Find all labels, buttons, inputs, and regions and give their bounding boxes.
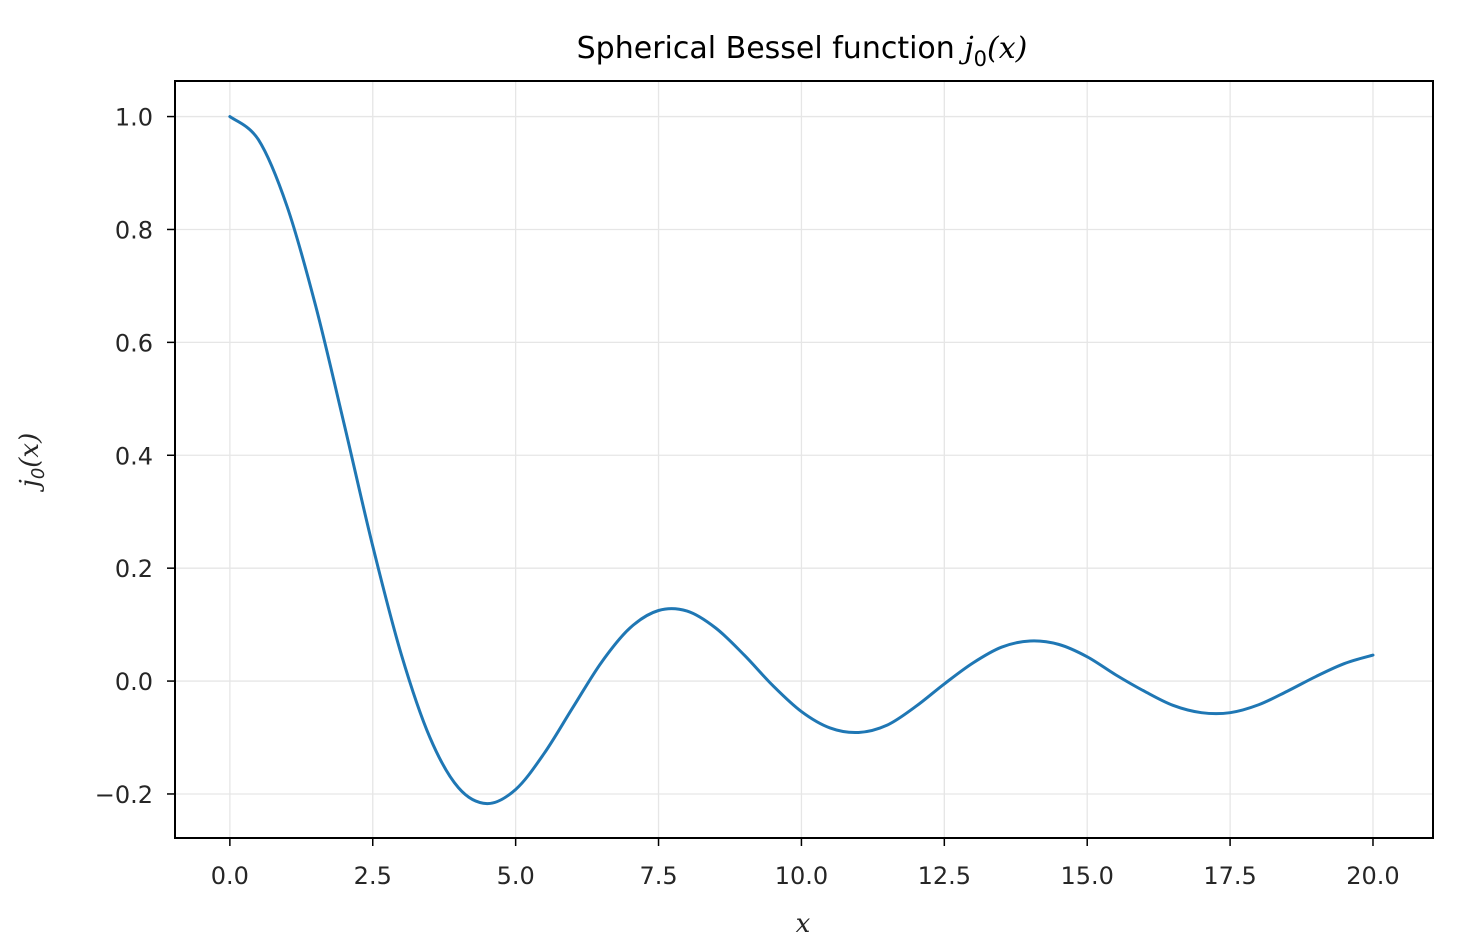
x-axis: 0.0 2.5 5.0 7.5 10.0 12.5 15.0 17.5 20.0 bbox=[211, 838, 1400, 890]
y-tick-label: 1.0 bbox=[115, 104, 153, 132]
y-tick-label: 0.8 bbox=[115, 216, 153, 244]
plot-frame bbox=[174, 80, 1434, 839]
x-tick-label: 12.5 bbox=[918, 862, 971, 890]
x-tick-label: 5.0 bbox=[497, 862, 535, 890]
x-tick-label: 7.5 bbox=[639, 862, 677, 890]
y-axis-label: j0(x) bbox=[15, 433, 49, 492]
y-tick-label: 0.2 bbox=[115, 555, 153, 583]
x-tick-label: 15.0 bbox=[1060, 862, 1113, 890]
x-tick-label: 17.5 bbox=[1203, 862, 1256, 890]
y-tick-label: 0.6 bbox=[115, 329, 153, 357]
y-tick-label: 0.4 bbox=[115, 442, 153, 470]
y-tick-label: 0.0 bbox=[115, 668, 153, 696]
x-axis-label: x bbox=[796, 909, 811, 939]
grid bbox=[175, 81, 1433, 838]
series-line-j0 bbox=[228, 115, 1375, 806]
x-tick-label: 10.0 bbox=[775, 862, 828, 890]
x-tick-label: 0.0 bbox=[211, 862, 249, 890]
y-axis: −0.2 0.0 0.2 0.4 0.6 0.8 1.0 bbox=[95, 104, 175, 809]
chart-title: Spherical Bessel function j0(x) bbox=[577, 31, 1028, 71]
y-tick-label: −0.2 bbox=[95, 781, 153, 809]
x-tick-label: 20.0 bbox=[1346, 862, 1399, 890]
x-tick-label: 2.5 bbox=[354, 862, 392, 890]
